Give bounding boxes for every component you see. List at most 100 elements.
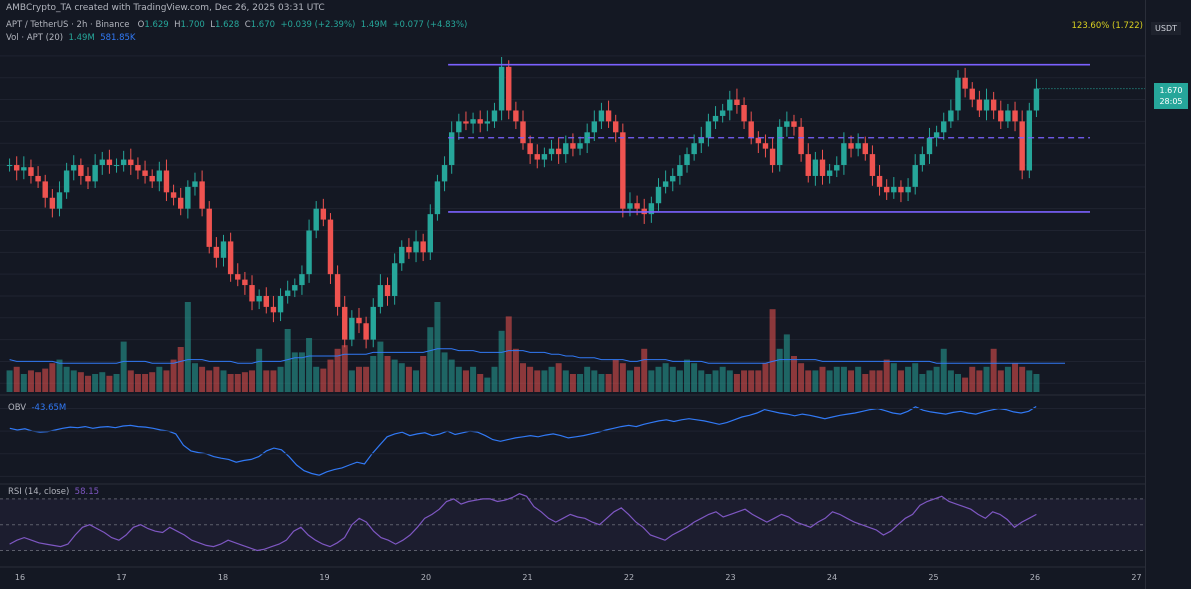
candle-body [456,121,462,133]
candle-body [227,241,234,275]
candle-body [998,110,1004,122]
candle-body [912,165,918,187]
volume-indicator-name: Vol · APT (20) [6,33,64,43]
volume-bar [470,366,477,392]
candle-body [591,121,598,133]
candle-body [342,306,348,340]
volume-bar [1012,363,1019,392]
time-tick-label: 22 [624,573,634,582]
candle-body [527,143,533,155]
volume-bar [441,352,448,392]
candle-body [99,159,105,166]
candle-body [598,110,605,122]
time-tick-label: 17 [116,573,126,582]
volume-change: +0.077 (+4.83%) [392,20,468,30]
volume-indicator-label[interactable]: Vol · APT (20) 1.49M 581.85K [6,33,136,43]
candle-body [962,77,968,89]
volume-bar [306,338,313,392]
candle-body [891,186,897,193]
candle-body [712,115,719,122]
candle-body [655,186,662,204]
candle-body [206,208,212,247]
candle-body [135,165,141,171]
candle-body [855,143,861,149]
volume-bar [655,366,662,392]
volume-bar [263,370,270,392]
axis-unit-label[interactable]: USDT [1151,22,1181,35]
volume-bar [862,374,869,392]
candle-body [990,99,997,111]
candle-body [399,246,405,264]
candle-body [791,121,797,127]
volume-bar [883,359,890,392]
high-label: H [174,20,181,30]
candle-body [441,165,448,182]
candle-body [784,121,790,127]
candle-body [299,274,305,286]
volume-bar [798,363,805,392]
candle-body [156,170,163,182]
volume-bar [420,356,427,392]
volume-bar [569,374,576,392]
candle-body [370,306,376,340]
open-value: 1.629 [144,20,169,30]
volume-bar [484,377,491,392]
volume-bar [448,359,455,392]
obv-value: -43.65M [31,403,67,413]
symbol-name[interactable]: APT / TetherUS · 2h · Binance [6,20,130,30]
candle-body [420,241,426,253]
volume-bar [848,370,855,392]
volume-bar [748,370,755,392]
candle-body [1033,88,1040,111]
volume-bar [626,370,633,392]
candle-body [869,154,876,176]
low-value: 1.628 [215,20,240,30]
volume-bar [826,370,833,392]
volume-bar [348,370,355,392]
volume-bar [92,374,99,392]
rsi-pane-label[interactable]: RSI (14, close) 58.15 [8,487,99,497]
volume-bar [156,366,163,392]
candle-body [898,186,904,193]
candle-body [955,77,961,111]
obv-pane-label[interactable]: OBV -43.65M [8,403,66,413]
volume-bar [206,370,213,392]
volume-bar [149,372,156,392]
candle-body [883,186,890,193]
volume-bar [391,359,398,392]
candle-body [235,274,241,280]
candle-body [477,119,483,124]
candle-body [377,285,384,307]
last-price-value: 1.670 [1159,86,1183,95]
candle-body [413,241,419,253]
candle-body [263,295,269,307]
volume-bar [1033,374,1040,392]
volume-bar [56,359,63,392]
volume-bar [35,372,42,392]
candle-body [313,208,319,231]
volume-bar [355,366,362,392]
created-by-label: AMBCrypto_TA created with TradingView.co… [6,3,325,13]
candle-body [406,246,412,253]
volume-bar [334,348,341,392]
volume-bar [762,363,769,392]
volume-bar [855,366,862,392]
volume-bar [669,366,676,392]
candle-body [149,175,155,182]
volume-bar [170,359,177,392]
volume-bar [605,374,612,392]
candle-body [284,290,291,296]
volume-bar [905,366,912,392]
candle-body [926,137,933,155]
volume-bar [819,366,826,392]
volume-bar [313,366,320,392]
candle-body [142,170,148,176]
candle-body [63,170,70,193]
volume-bar [733,374,740,392]
candle-body [748,121,754,138]
volume-ma-line [9,348,1065,364]
time-tick-label: 23 [725,573,735,582]
volume-bar [741,370,748,392]
volume-bar [776,348,783,392]
